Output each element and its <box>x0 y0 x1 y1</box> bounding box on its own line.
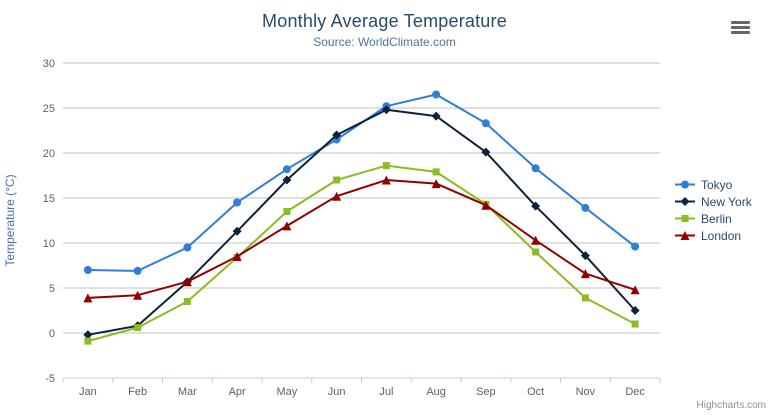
marker-berlin[interactable] <box>283 208 291 215</box>
marker-berlin[interactable] <box>183 298 191 305</box>
marker-tokyo[interactable] <box>581 203 590 212</box>
series-line-london <box>86 179 637 299</box>
marker-new-york[interactable] <box>630 306 640 315</box>
marker-berlin[interactable] <box>134 324 142 332</box>
marker-london[interactable] <box>182 277 192 287</box>
credits-link[interactable]: Highcharts.com <box>696 400 766 411</box>
marker-new-york[interactable] <box>83 330 93 340</box>
y-axis-label: 5 <box>49 283 55 295</box>
marker-tokyo[interactable] <box>481 119 490 128</box>
x-axis-label: Dec <box>625 386 645 398</box>
marker-london[interactable] <box>431 179 441 189</box>
marker-new-york[interactable] <box>531 201 541 211</box>
y-axis-label: 0 <box>49 328 55 340</box>
x-axis-label: Sep <box>476 386 496 398</box>
marker-tokyo[interactable] <box>282 165 291 174</box>
marker-tokyo[interactable] <box>183 243 192 252</box>
y-axis-label: 30 <box>43 58 55 70</box>
x-axis-label: May <box>276 386 297 398</box>
legend-label: London <box>701 228 742 243</box>
legend-label: Berlin <box>701 211 732 226</box>
marker-berlin[interactable] <box>382 162 390 170</box>
marker-tokyo[interactable] <box>432 90 441 99</box>
y-axis-label: 15 <box>43 193 55 205</box>
x-axis-label: Jan <box>79 386 97 398</box>
marker-berlin[interactable] <box>631 320 639 328</box>
marker-berlin[interactable] <box>333 176 341 184</box>
y-axis-label: -5 <box>45 373 55 385</box>
x-axis-label: Oct <box>527 386 544 398</box>
export-menu-button[interactable] <box>731 21 750 34</box>
x-axis-label: Jul <box>379 386 393 398</box>
y-axis-title: Temperature (°C) <box>3 174 17 266</box>
marker-london[interactable] <box>83 293 93 303</box>
hamburger-menu-icon <box>731 21 750 24</box>
marker-london[interactable] <box>580 269 590 279</box>
legend-item-london[interactable]: London <box>674 227 752 244</box>
legend-item-new-york[interactable]: New York <box>674 193 752 210</box>
legend-label: Tokyo <box>701 177 733 192</box>
x-axis-label: Aug <box>426 386 446 398</box>
marker-london[interactable] <box>381 175 391 185</box>
x-axis-label: Feb <box>128 386 147 398</box>
x-axis-label: Mar <box>178 386 197 398</box>
marker-new-york[interactable] <box>332 130 342 140</box>
marker-london[interactable] <box>133 290 143 300</box>
chart-title: Monthly Average Temperature <box>262 11 507 31</box>
marker-london[interactable] <box>282 221 292 231</box>
marker-berlin[interactable] <box>432 168 440 176</box>
x-axis-label: Nov <box>576 386 596 398</box>
marker-tokyo[interactable] <box>531 164 540 173</box>
hamburger-menu-icon <box>731 31 750 34</box>
marker-tokyo[interactable] <box>233 198 242 207</box>
legend: Tokyo New York Berlin London <box>674 176 752 244</box>
marker-london[interactable] <box>531 235 541 245</box>
marker-new-york[interactable] <box>431 111 441 121</box>
marker-new-york[interactable] <box>282 175 292 185</box>
marker-london[interactable] <box>481 200 491 210</box>
marker-new-york[interactable] <box>481 147 491 157</box>
x-axis-label: Jun <box>328 386 346 398</box>
legend-item-tokyo[interactable]: Tokyo <box>674 176 752 193</box>
legend-label: New York <box>701 194 752 209</box>
legend-marker-triangle-icon <box>675 231 695 240</box>
marker-berlin[interactable] <box>84 337 92 345</box>
marker-tokyo[interactable] <box>631 242 640 251</box>
series-line-new-york <box>86 108 637 336</box>
y-axis-label: 10 <box>43 238 55 250</box>
legend-marker-diamond-icon <box>675 197 695 206</box>
marker-new-york[interactable] <box>232 226 242 236</box>
marker-tokyo[interactable] <box>133 266 142 275</box>
series-line-tokyo <box>86 93 637 272</box>
x-axis-label: Apr <box>229 386 246 398</box>
marker-tokyo[interactable] <box>83 266 92 274</box>
legend-marker-circle-icon <box>675 180 695 189</box>
series-line-berlin <box>86 164 637 343</box>
chart-subtitle: Source: WorldClimate.com <box>313 35 456 49</box>
marker-berlin[interactable] <box>581 294 589 302</box>
marker-new-york[interactable] <box>381 105 391 115</box>
marker-london[interactable] <box>232 252 242 261</box>
legend-item-berlin[interactable]: Berlin <box>674 210 752 227</box>
marker-berlin[interactable] <box>532 248 540 256</box>
marker-london[interactable] <box>630 285 640 295</box>
hamburger-menu-icon <box>731 26 750 29</box>
y-axis-label: 25 <box>43 103 55 115</box>
y-axis-label: 20 <box>43 148 55 160</box>
marker-london[interactable] <box>332 191 342 201</box>
legend-marker-square-icon <box>675 215 695 222</box>
marker-new-york[interactable] <box>580 251 590 261</box>
